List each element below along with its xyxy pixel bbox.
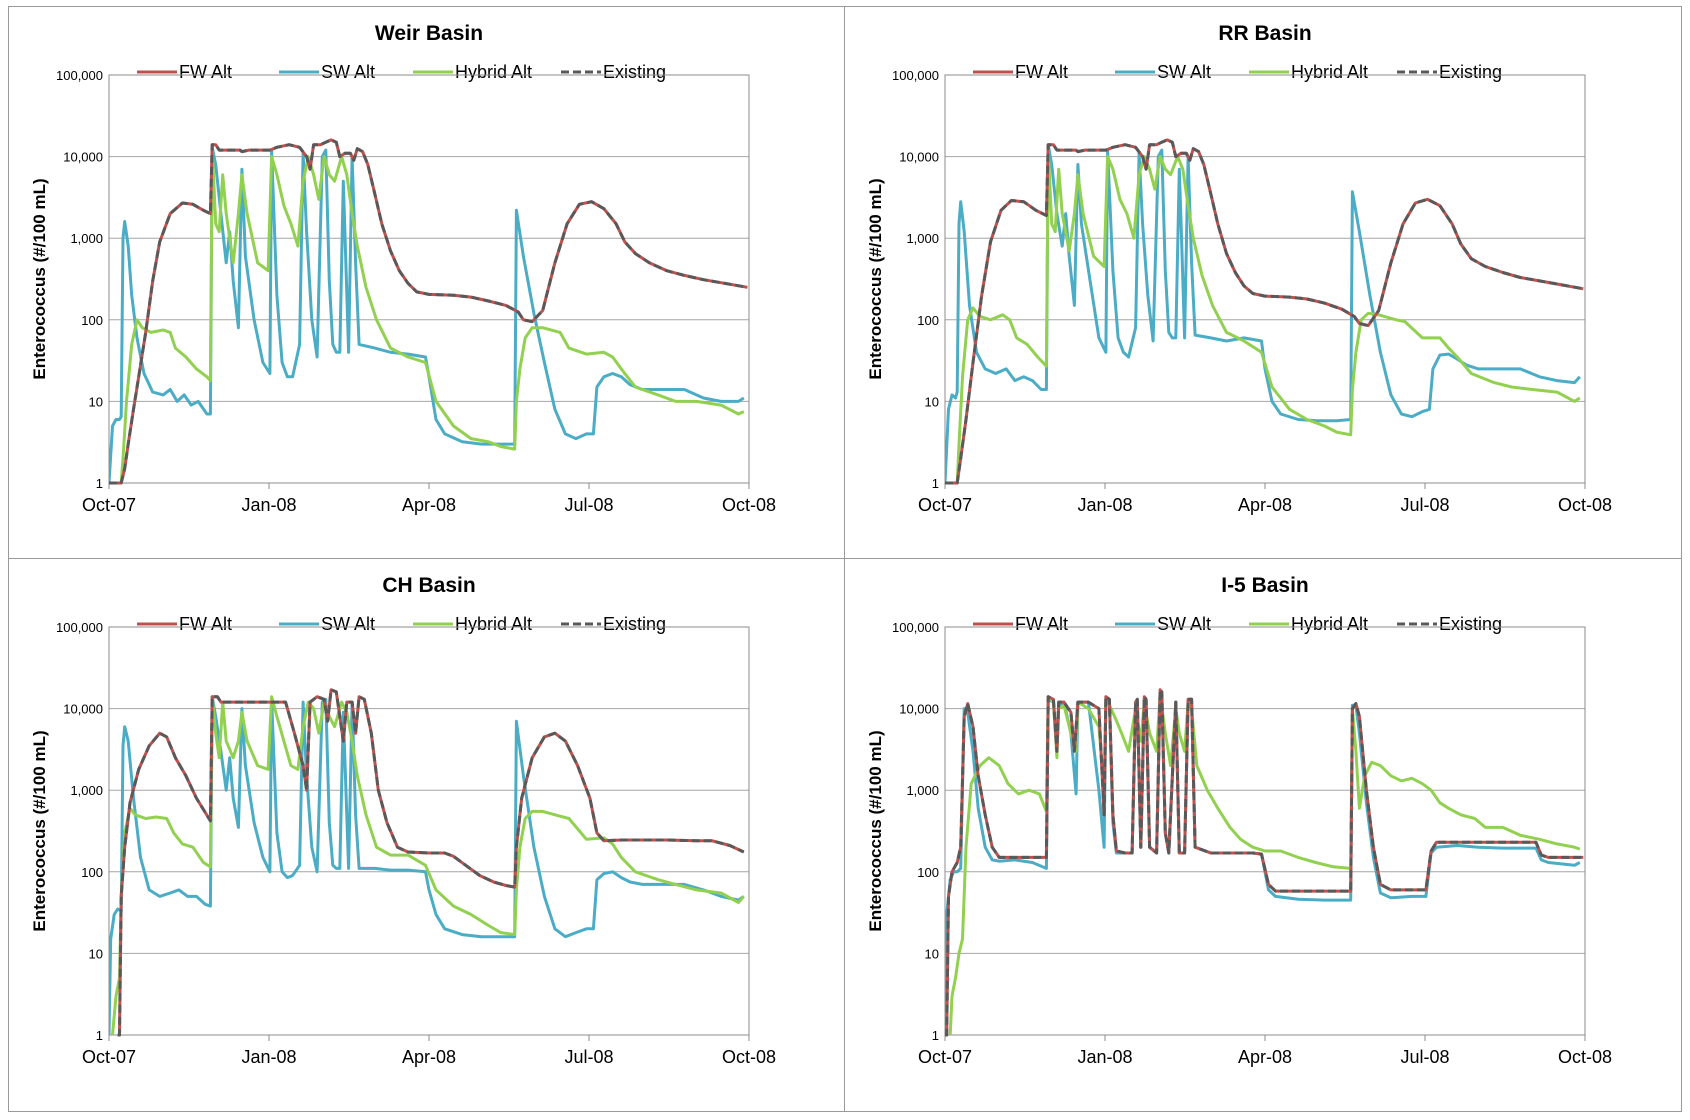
legend-label-existing: Existing <box>603 62 666 82</box>
legend-label-hybrid-alt: Hybrid Alt <box>455 62 532 82</box>
series-line-sw-alt <box>109 695 745 1036</box>
x-tick-label: Oct-07 <box>82 1047 136 1067</box>
legend-label-hybrid-alt: Hybrid Alt <box>1291 62 1368 82</box>
legend-label-hybrid-alt: Hybrid Alt <box>455 614 532 634</box>
legend-label-existing: Existing <box>1439 614 1502 634</box>
y-tick-label: 10 <box>925 394 939 409</box>
series-line-existing <box>117 688 745 1037</box>
legend-label-sw-alt: SW Alt <box>1157 614 1211 634</box>
y-tick-label: 1 <box>96 1028 103 1043</box>
chart-title: I-5 Basin <box>1221 574 1309 597</box>
y-tick-label: 100 <box>917 865 939 880</box>
chart-panel-i5-basin: I-5 Basin FW Alt SW Alt Hybrid Alt Existing 1… <box>866 574 1612 1067</box>
chart-grid: Weir Basin FW Alt SW Alt Hybrid Alt Existing… <box>8 6 1682 1112</box>
y-tick-label: 100,000 <box>892 68 939 83</box>
x-tick-label: Apr-08 <box>1238 495 1292 515</box>
series-line-hybrid-alt <box>111 695 745 1036</box>
y-tick-label: 1,000 <box>906 783 939 798</box>
legend-label-existing: Existing <box>1439 62 1502 82</box>
plot-area <box>944 626 1586 1036</box>
x-tick-label: Jan-08 <box>241 495 296 515</box>
legend-label-hybrid-alt: Hybrid Alt <box>1291 614 1368 634</box>
y-tick-label: 10,000 <box>899 702 939 717</box>
y-tick-label: 1,000 <box>70 231 103 246</box>
chart-title: CH Basin <box>382 574 475 597</box>
y-axis-label: Enterococcus (#/100 mL) <box>866 730 885 931</box>
y-tick-label: 10,000 <box>899 150 939 165</box>
y-tick-label: 10,000 <box>63 702 103 717</box>
y-tick-label: 100,000 <box>892 620 939 635</box>
y-tick-label: 10,000 <box>63 150 103 165</box>
x-tick-label: Oct-07 <box>82 495 136 515</box>
y-tick-label: 10 <box>925 946 939 961</box>
legend-label-sw-alt: SW Alt <box>1157 62 1211 82</box>
series-line-sw-alt <box>109 145 745 484</box>
y-tick-label: 100 <box>81 313 103 328</box>
y-axis-label: Enterococcus (#/100 mL) <box>30 178 49 379</box>
y-tick-label: 1,000 <box>70 783 103 798</box>
x-tick-label: Apr-08 <box>1238 1047 1292 1067</box>
panel-divider-vertical <box>844 7 845 1111</box>
x-tick-label: Jan-08 <box>1077 1047 1132 1067</box>
x-tick-label: Oct-07 <box>918 1047 972 1067</box>
legend-label-fw-alt: FW Alt <box>179 62 232 82</box>
chart-title: Weir Basin <box>375 22 483 45</box>
plot-area <box>108 626 750 1036</box>
legend-label-fw-alt: FW Alt <box>1015 614 1068 634</box>
y-tick-label: 1 <box>932 476 939 491</box>
y-axis-label: Enterococcus (#/100 mL) <box>866 178 885 379</box>
legend-label-sw-alt: SW Alt <box>321 62 375 82</box>
x-tick-label: Oct-07 <box>918 495 972 515</box>
x-tick-label: Jul-08 <box>1400 1047 1449 1067</box>
chart-panel-rr-basin: RR Basin FW Alt SW Alt Hybrid Alt Existing 1 1… <box>866 22 1612 515</box>
x-tick-label: Jul-08 <box>564 1047 613 1067</box>
x-tick-label: Oct-08 <box>1558 1047 1612 1067</box>
y-tick-label: 1 <box>932 1028 939 1043</box>
y-tick-label: 1 <box>96 476 103 491</box>
series-line-fw-alt <box>109 138 748 485</box>
chart-title: RR Basin <box>1218 22 1311 45</box>
x-tick-label: Jan-08 <box>241 1047 296 1067</box>
y-tick-label: 100,000 <box>56 68 103 83</box>
series-line-existing <box>945 138 1584 485</box>
series-line-hybrid-alt <box>955 145 1581 484</box>
x-tick-label: Apr-08 <box>402 495 456 515</box>
series-line-hybrid-alt <box>119 145 745 484</box>
y-tick-label: 1,000 <box>906 231 939 246</box>
y-tick-label: 100,000 <box>56 620 103 635</box>
series-line-existing <box>945 688 1584 1037</box>
y-tick-label: 10 <box>89 394 103 409</box>
series-line-fw-alt <box>945 688 1584 1037</box>
legend-label-existing: Existing <box>603 614 666 634</box>
legend-label-fw-alt: FW Alt <box>1015 62 1068 82</box>
x-tick-label: Jul-08 <box>564 495 613 515</box>
legend-label-sw-alt: SW Alt <box>321 614 375 634</box>
y-tick-label: 10 <box>89 946 103 961</box>
plot-area <box>944 74 1586 484</box>
x-tick-label: Oct-08 <box>722 1047 776 1067</box>
chart-panel-weir-basin: Weir Basin FW Alt SW Alt Hybrid Alt Existing… <box>30 22 776 515</box>
x-tick-label: Apr-08 <box>402 1047 456 1067</box>
y-tick-label: 100 <box>917 313 939 328</box>
chart-panel-ch-basin: CH Basin FW Alt SW Alt Hybrid Alt Existing 1 1… <box>30 574 776 1067</box>
series-line-fw-alt <box>945 138 1584 485</box>
x-tick-label: Jan-08 <box>1077 495 1132 515</box>
legend-label-fw-alt: FW Alt <box>179 614 232 634</box>
series-line-sw-alt <box>945 143 1581 484</box>
series-line-existing <box>109 138 748 485</box>
y-tick-label: 100 <box>81 865 103 880</box>
x-tick-label: Jul-08 <box>1400 495 1449 515</box>
x-tick-label: Oct-08 <box>1558 495 1612 515</box>
plot-area <box>108 74 750 484</box>
y-axis-label: Enterococcus (#/100 mL) <box>30 730 49 931</box>
x-tick-label: Oct-08 <box>722 495 776 515</box>
panel-divider-horizontal <box>9 558 1681 559</box>
